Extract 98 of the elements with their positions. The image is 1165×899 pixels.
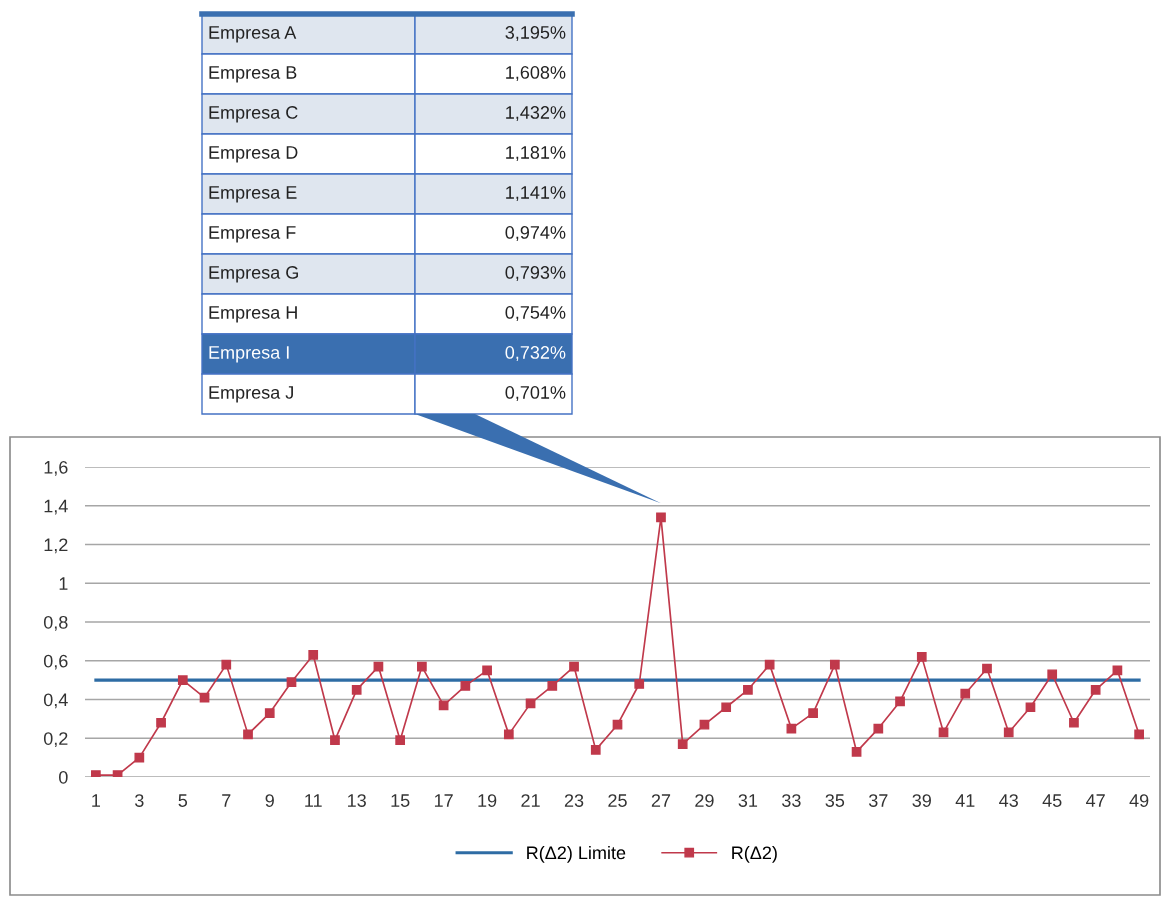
x-tick-label: 13	[348, 794, 366, 807]
x-tick-label: 7	[222, 794, 231, 807]
point	[503, 729, 514, 740]
x-tick-label: 19	[478, 794, 497, 807]
text: Empresa H	[209, 306, 297, 323]
text: Empresa F	[209, 226, 296, 243]
text: Empresa D	[209, 146, 298, 163]
point	[1003, 727, 1014, 738]
y-tick-label: 0,4	[43, 693, 68, 709]
x-tick-label: 35	[825, 794, 845, 807]
text: Empresa A	[209, 26, 297, 43]
point	[851, 746, 862, 757]
x-tick-label: 37	[868, 794, 888, 807]
y-tick-label: 0	[59, 770, 68, 784]
x-tick-label: 41	[955, 794, 975, 807]
point	[656, 512, 666, 523]
y-tick-label: 1,4	[44, 499, 68, 515]
x-tick-label: 21	[521, 794, 540, 807]
point	[134, 752, 145, 763]
x-tick-label: 45	[1042, 794, 1062, 807]
text: 0,732%	[505, 346, 566, 361]
y-tick-label: 1	[59, 577, 68, 590]
text: 0,793%	[505, 266, 566, 281]
text: 0,974%	[505, 226, 566, 241]
x-tick-label: 33	[782, 794, 801, 807]
text: 0,701%	[505, 386, 566, 401]
point	[699, 719, 710, 730]
x-tick-label: 17	[434, 794, 453, 807]
text: 1,608%	[506, 66, 566, 81]
x-tick-label: 49	[1129, 794, 1149, 807]
y-tick-label: 1,2	[44, 538, 68, 554]
point	[156, 717, 166, 728]
x-tick-label: 23	[564, 794, 584, 807]
x-tick-label: 25	[608, 794, 627, 807]
x-tick-label: 5	[178, 794, 188, 807]
x-tick-label: 39	[912, 794, 931, 807]
x-tick-label: 31	[738, 794, 758, 807]
text: Empresa I	[209, 346, 289, 363]
text: 3,195%	[505, 26, 566, 41]
point	[243, 729, 253, 740]
point	[330, 735, 340, 746]
point	[569, 661, 579, 672]
x-tick-label: 29	[695, 794, 714, 807]
point	[982, 663, 992, 674]
x-tick-label: 1	[92, 794, 101, 807]
text: Empresa B	[209, 66, 297, 83]
point	[460, 681, 471, 691]
x-tick-label: 3	[135, 794, 144, 807]
text: 0,754%	[505, 306, 566, 321]
point	[829, 659, 840, 670]
point	[916, 652, 927, 662]
point	[547, 681, 558, 691]
y-tick-label: 0,2	[43, 732, 68, 748]
point	[590, 745, 601, 755]
point	[721, 702, 732, 713]
point	[634, 679, 645, 689]
x-tick-label: 27	[651, 794, 671, 807]
point	[91, 770, 101, 777]
point	[873, 723, 884, 734]
point	[1134, 729, 1144, 740]
text: 1,432%	[506, 106, 566, 121]
point	[743, 684, 753, 695]
point	[221, 659, 232, 670]
point	[177, 675, 188, 685]
legend-label: R(Δ2) Limite	[527, 845, 626, 863]
point	[895, 696, 905, 707]
point	[286, 677, 297, 687]
y-tick-label: 1,6	[44, 460, 68, 476]
y-tick-label: 0,6	[43, 654, 68, 670]
legend-label: R(Δ2)	[732, 845, 777, 863]
y-tick-label: 0,8	[43, 615, 68, 631]
x-tick-label: 43	[999, 794, 1018, 807]
point	[1090, 684, 1101, 695]
point	[808, 708, 818, 718]
text: Empresa J	[209, 386, 293, 403]
point	[395, 735, 406, 746]
point	[764, 659, 775, 670]
x-tick-label: 15	[391, 794, 410, 807]
x-tick-label: 11	[305, 794, 322, 807]
text: Empresa C	[209, 106, 298, 123]
point	[612, 719, 623, 730]
point	[482, 665, 492, 676]
point	[1025, 702, 1036, 713]
point	[438, 700, 449, 711]
point	[351, 684, 362, 695]
point	[1069, 717, 1079, 728]
text: 1,141%	[506, 186, 566, 201]
point	[264, 708, 275, 718]
text: Empresa E	[209, 186, 297, 203]
x-tick-label: 9	[265, 794, 274, 807]
x-tick-label: 47	[1086, 794, 1105, 807]
point	[417, 661, 427, 672]
point	[308, 650, 319, 660]
point	[960, 688, 971, 699]
text: Empresa G	[209, 266, 298, 283]
point	[1047, 669, 1058, 680]
point	[677, 739, 688, 749]
text: 1,181%	[506, 146, 566, 161]
